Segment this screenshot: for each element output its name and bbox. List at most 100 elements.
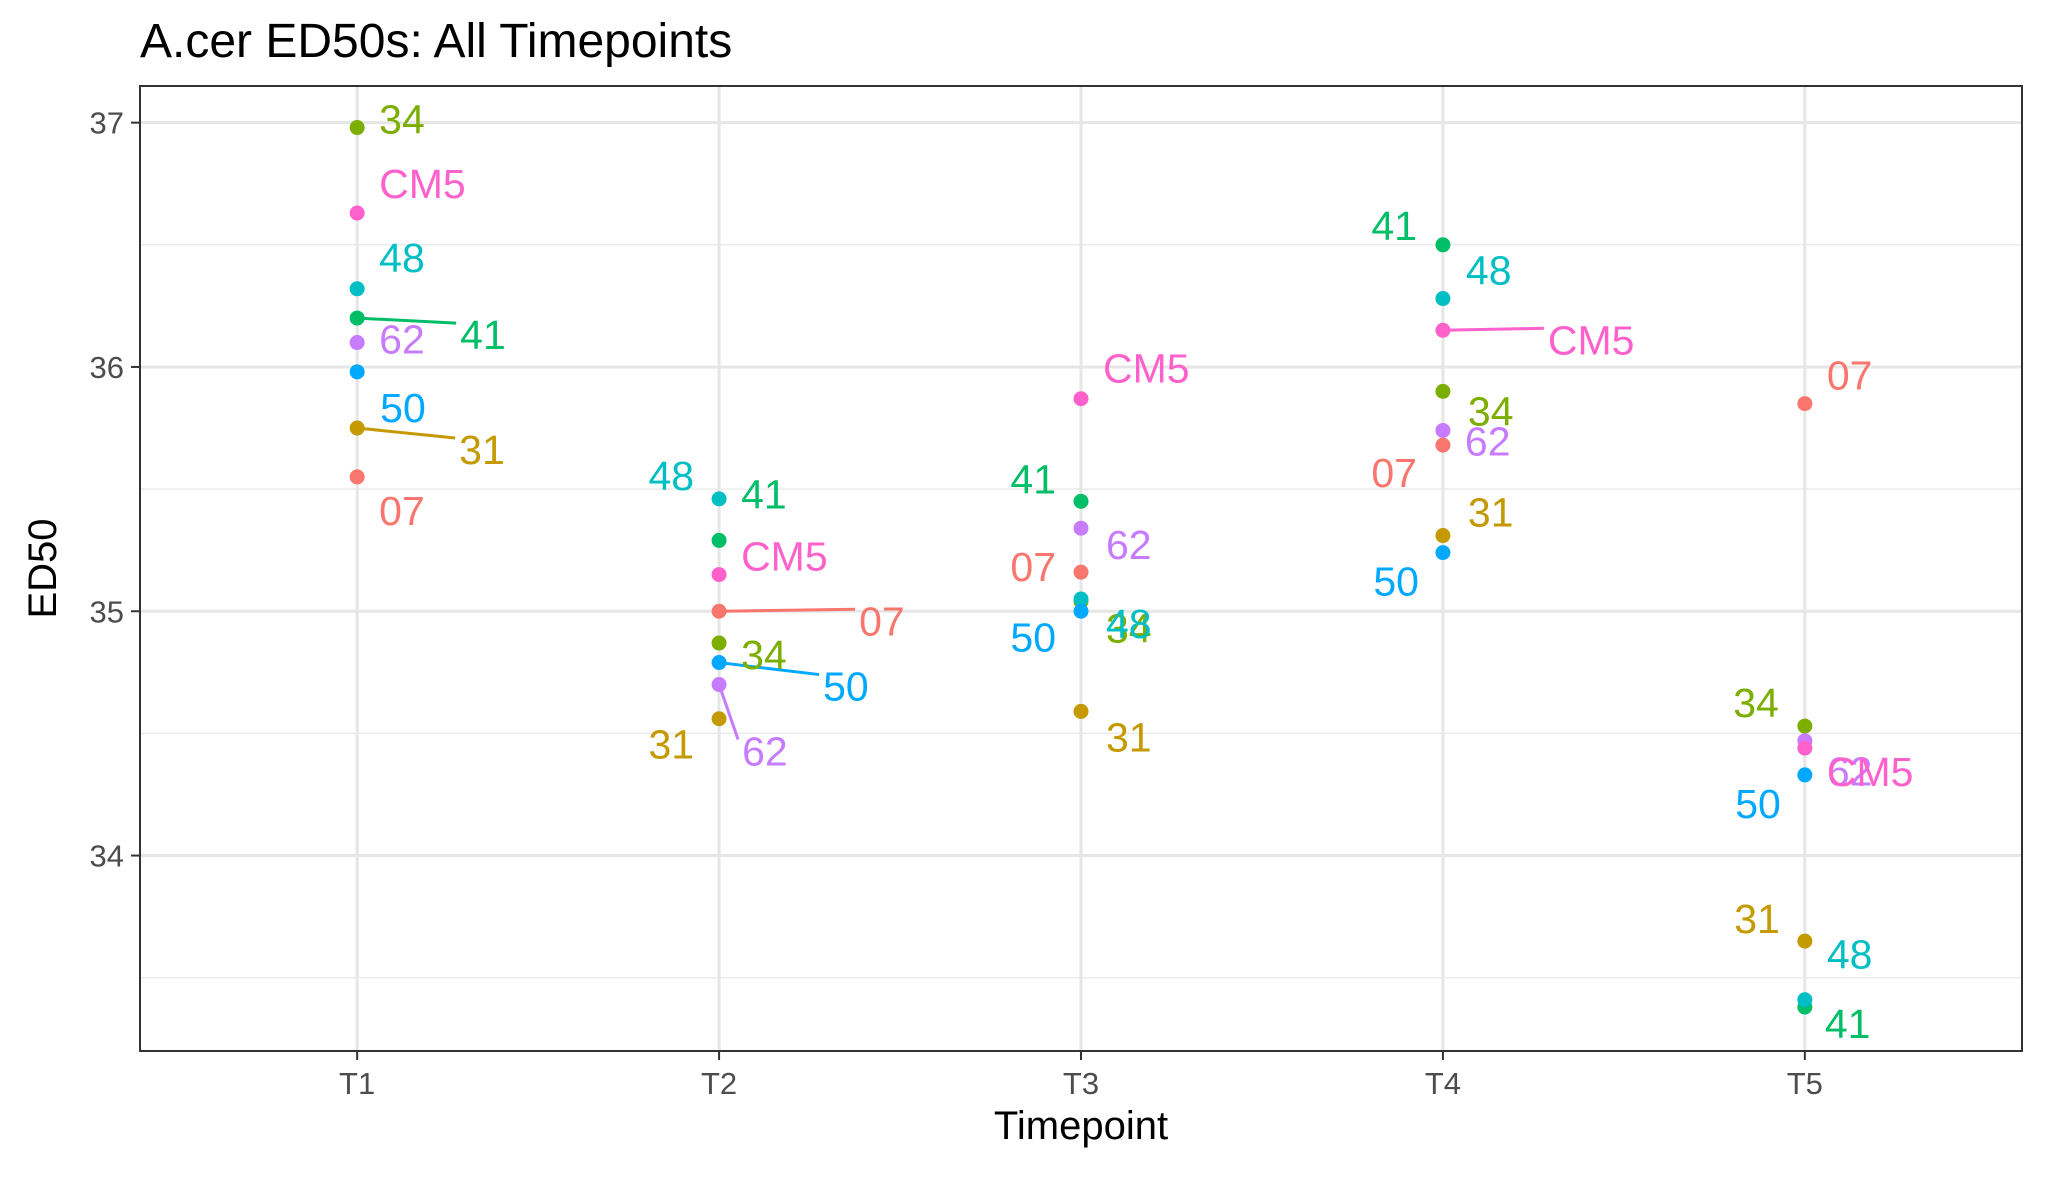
x-tick-label: T1 [339, 1066, 375, 1101]
data-label: 31 [459, 427, 505, 473]
data-point-07-t3 [1073, 564, 1089, 580]
data-label: 62 [1465, 418, 1511, 464]
data-point-48-t3 [1073, 591, 1089, 607]
y-tick-label: 35 [90, 594, 124, 629]
data-point-41-t3 [1073, 493, 1089, 509]
axes: 34 35 36 37 T1 T2 T3 T4 T5 [90, 106, 1823, 1101]
data-point-62-t3 [1073, 520, 1089, 536]
data-point-50-t3 [1073, 603, 1089, 619]
data-point-62-t1 [349, 335, 365, 351]
data-label: 62 [379, 317, 425, 363]
data-point-48-t2 [711, 491, 727, 507]
x-tick-label: T2 [701, 1066, 737, 1101]
chart-title: A.cer ED50s: All Timepoints [140, 15, 733, 68]
data-label: 48 [648, 453, 694, 499]
data-point-48-t5 [1797, 992, 1813, 1008]
label-connector [1442, 326, 1544, 332]
data-label: 62 [1106, 522, 1152, 568]
label-connector [719, 607, 856, 613]
x-tick-label: T3 [1063, 1066, 1099, 1101]
data-point-07-t5 [1797, 396, 1813, 412]
x-axis-title: Timepoint [994, 1104, 1168, 1148]
data-label: 34 [379, 97, 425, 143]
data-label: 48 [379, 235, 425, 281]
data-label: 34 [741, 632, 787, 678]
data-point-cm5-t3 [1073, 391, 1089, 407]
data-label: CM5 [1103, 346, 1190, 392]
data-point-cm5-t1 [349, 205, 365, 221]
data-label: CM5 [1827, 749, 1914, 795]
data-point-07-t2 [711, 603, 727, 619]
data-label: 41 [741, 471, 787, 517]
label-connectors [357, 316, 1544, 741]
data-point-31-t1 [349, 420, 365, 436]
data-point-31-t5 [1797, 933, 1813, 949]
data-label: 41 [1371, 203, 1417, 249]
data-label: 50 [823, 664, 869, 710]
data-point-34-t5 [1797, 718, 1813, 734]
data-point-34-t4 [1435, 383, 1451, 399]
data-point-41-t4 [1435, 237, 1451, 253]
data-point-34-t1 [349, 120, 365, 136]
label-connector [718, 661, 820, 677]
data-point-31-t4 [1435, 528, 1451, 544]
data-point-50-t1 [349, 364, 365, 380]
label-connector [357, 316, 457, 325]
data-label: 50 [1373, 559, 1419, 605]
data-points [349, 120, 1813, 1015]
data-point-07-t4 [1435, 437, 1451, 453]
data-label: 34 [1468, 388, 1514, 434]
data-point-50-t2 [711, 655, 727, 671]
x-tick-label: T4 [1425, 1066, 1461, 1101]
data-point-cm5-t4 [1435, 322, 1451, 338]
data-point-31-t2 [711, 711, 727, 727]
data-label: CM5 [741, 534, 828, 580]
data-label: 07 [1371, 450, 1417, 496]
y-tick-label: 34 [90, 839, 124, 874]
data-label: 31 [1734, 896, 1780, 942]
data-label: 50 [380, 385, 426, 431]
data-point-48-t1 [349, 281, 365, 297]
data-point-31-t3 [1073, 703, 1089, 719]
data-point-41-t1 [349, 310, 365, 326]
label-connector [717, 684, 740, 741]
data-point-07-t1 [349, 469, 365, 485]
data-point-34-t2 [711, 635, 727, 651]
data-labels: 07 07 07 07 07 31 31 31 31 31 34 34 34 34 34 41 41 41 41 41… [379, 97, 1913, 1047]
data-label: 62 [742, 729, 788, 775]
data-label: 50 [1010, 614, 1056, 660]
data-label: 50 [1735, 781, 1781, 827]
label-connector [357, 426, 456, 440]
data-label: 31 [648, 722, 694, 768]
data-label: 48 [1827, 932, 1873, 978]
data-label: 41 [1825, 1001, 1871, 1047]
y-tick-label: 36 [90, 350, 124, 385]
data-label: 07 [1827, 353, 1873, 399]
data-point-48-t4 [1435, 291, 1451, 307]
data-point-50-t4 [1435, 545, 1451, 561]
data-point-cm5-t5 [1797, 740, 1813, 756]
data-point-50-t5 [1797, 767, 1813, 783]
data-point-41-t2 [711, 532, 727, 548]
data-label: 07 [379, 488, 425, 534]
data-label: 48 [1106, 601, 1152, 647]
data-label: 34 [1733, 680, 1779, 726]
data-label: 31 [1106, 714, 1152, 760]
data-label: CM5 [1548, 317, 1635, 363]
data-point-cm5-t2 [711, 567, 727, 583]
data-label: CM5 [379, 161, 466, 207]
data-label: 31 [1468, 490, 1514, 536]
x-tick-label: T5 [1787, 1066, 1823, 1101]
data-label: 07 [1010, 544, 1056, 590]
data-label: 07 [859, 598, 905, 644]
data-label: 34 [1106, 605, 1152, 651]
y-axis-title: ED50 [21, 518, 65, 618]
data-label: 62 [1827, 749, 1873, 795]
y-tick-label: 37 [90, 106, 124, 141]
data-label: 48 [1466, 248, 1512, 294]
data-point-62-t4 [1435, 422, 1451, 438]
data-label: 41 [460, 312, 506, 358]
data-point-62-t2 [711, 677, 727, 693]
data-label: 41 [1010, 456, 1056, 502]
